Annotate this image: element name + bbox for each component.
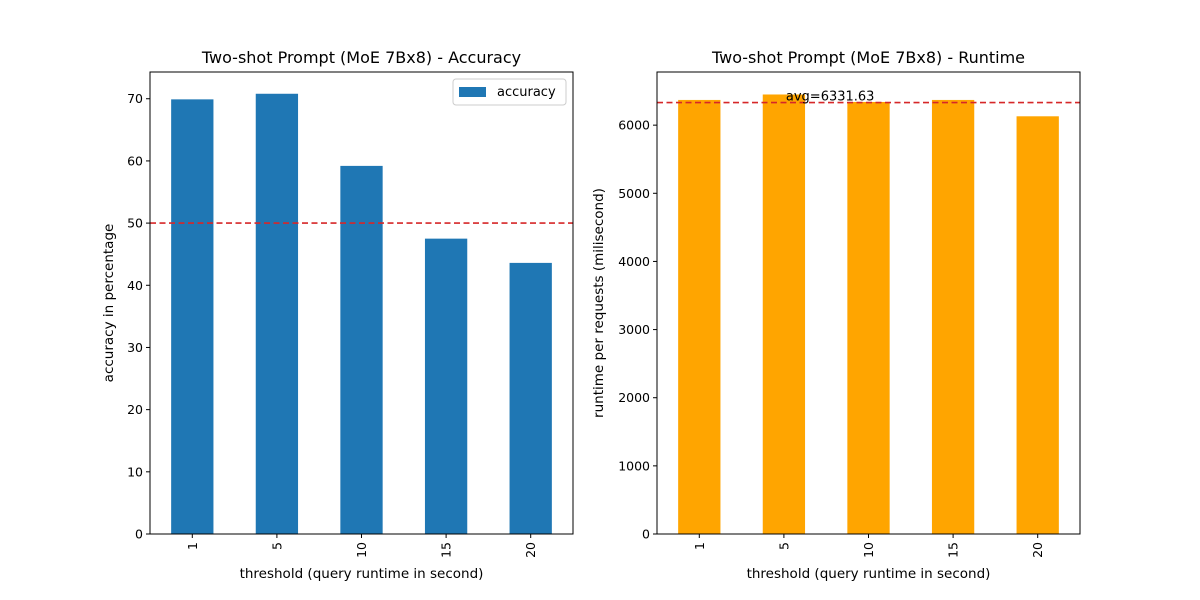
bar-1 — [171, 99, 214, 535]
bar-20 — [509, 262, 552, 534]
x-tick-label: 20 — [1030, 542, 1045, 558]
y-tick-label: 40 — [127, 278, 143, 293]
y-tick-label: 10 — [127, 464, 143, 479]
y-tick-label: 5000 — [618, 186, 650, 201]
y-tick-label: 70 — [127, 91, 143, 106]
x-tick-label: 5 — [776, 542, 791, 550]
y-tick-label: 30 — [127, 340, 143, 355]
y-tick-label: 50 — [127, 216, 143, 231]
chart-title: Two-shot Prompt (MoE 7Bx8) - Runtime — [711, 48, 1025, 67]
legend-box — [452, 78, 567, 106]
y-tick-label: 0 — [135, 527, 143, 542]
y-tick-label: 3000 — [618, 322, 650, 337]
x-tick-label: 10 — [861, 542, 876, 558]
y-tick-label: 0 — [642, 527, 650, 542]
avg-annotation: avg=6331.63 — [786, 90, 875, 105]
y-axis-label: accuracy in percentage — [101, 224, 117, 383]
chart-title: Two-shot Prompt (MoE 7Bx8) - Accuracy — [201, 48, 521, 67]
x-axis-label: threshold (query runtime in second) — [747, 566, 991, 582]
y-axis-label: runtime per requests (milisecond) — [591, 188, 607, 418]
y-tick-label: 1000 — [618, 458, 650, 473]
x-tick-label: 1 — [692, 542, 707, 550]
bar-10 — [847, 101, 890, 534]
x-tick-label: 20 — [523, 542, 538, 558]
bar-5 — [762, 94, 806, 534]
x-tick-label: 10 — [354, 542, 369, 558]
bar-1 — [678, 99, 721, 534]
x-tick-label: 1 — [185, 542, 200, 550]
legend-label: accuracy — [497, 85, 556, 100]
x-tick-label: 15 — [946, 542, 961, 558]
y-tick-label: 2000 — [618, 390, 650, 405]
legend-swatch — [459, 87, 486, 97]
legend: accuracy — [452, 78, 567, 106]
x-tick-label: 5 — [269, 542, 284, 550]
y-tick-label: 6000 — [618, 118, 650, 133]
bar-20 — [1016, 116, 1059, 534]
bar-15 — [424, 238, 468, 534]
bar-10 — [340, 165, 383, 534]
bar-5 — [255, 93, 299, 534]
y-tick-label: 60 — [127, 153, 143, 168]
bar-15 — [931, 99, 975, 534]
y-tick-label: 4000 — [618, 254, 650, 269]
y-tick-label: 20 — [127, 402, 143, 417]
x-tick-label: 15 — [439, 542, 454, 558]
x-axis-label: threshold (query runtime in second) — [240, 566, 484, 582]
